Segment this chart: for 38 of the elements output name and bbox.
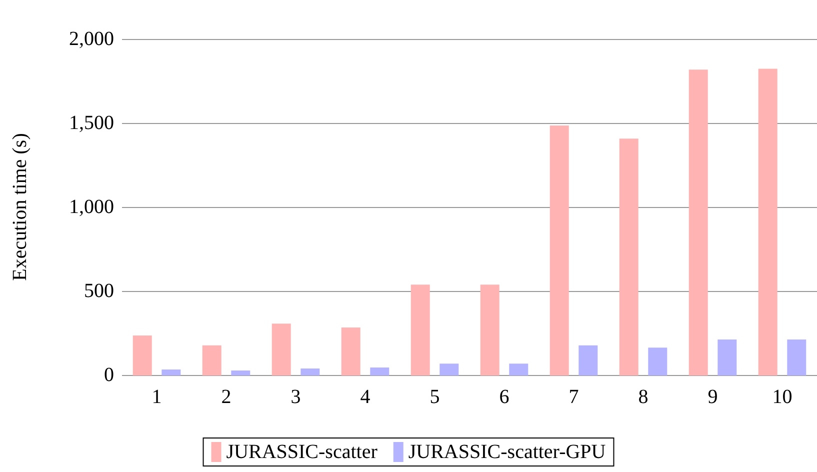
bar — [578, 345, 598, 376]
legend-label: JURASSIC-scatter-GPU — [408, 441, 606, 463]
bar — [341, 327, 360, 376]
bar — [162, 369, 181, 376]
bar — [202, 345, 222, 376]
bar — [410, 284, 430, 376]
legend-label: JURASSIC-scatter — [226, 441, 378, 463]
bar — [648, 348, 668, 376]
bar — [619, 138, 638, 376]
x-tick-label: 6 — [499, 386, 510, 408]
x-tick-label: 5 — [430, 386, 440, 408]
x-tick-label: 1 — [152, 386, 162, 408]
y-tick-label: 500 — [84, 280, 114, 302]
bar — [440, 364, 459, 376]
y-tick-label: 1,500 — [69, 112, 114, 134]
bar — [718, 340, 737, 376]
bar — [370, 367, 390, 376]
bar — [272, 324, 291, 376]
bar — [550, 126, 569, 376]
x-tick-label: 10 — [772, 386, 792, 408]
bar — [787, 340, 806, 376]
bar — [688, 70, 708, 376]
x-tick-label: 8 — [638, 386, 648, 408]
bar — [480, 284, 500, 376]
y-tick-label: 1,000 — [69, 196, 114, 218]
x-tick-label: 9 — [708, 386, 718, 408]
x-tick-label: 7 — [568, 386, 579, 408]
y-tick-label: 0 — [104, 364, 114, 386]
y-axis-title: Execution time (s) — [9, 133, 31, 281]
x-tick-label: 4 — [360, 386, 370, 408]
y-tick-label: 2,000 — [69, 28, 114, 50]
bar — [758, 68, 778, 376]
x-tick-label: 3 — [290, 386, 301, 408]
bar — [231, 370, 250, 376]
bar — [132, 336, 152, 376]
x-tick-label: 2 — [221, 386, 232, 408]
bar — [300, 368, 320, 376]
bar — [509, 364, 528, 376]
